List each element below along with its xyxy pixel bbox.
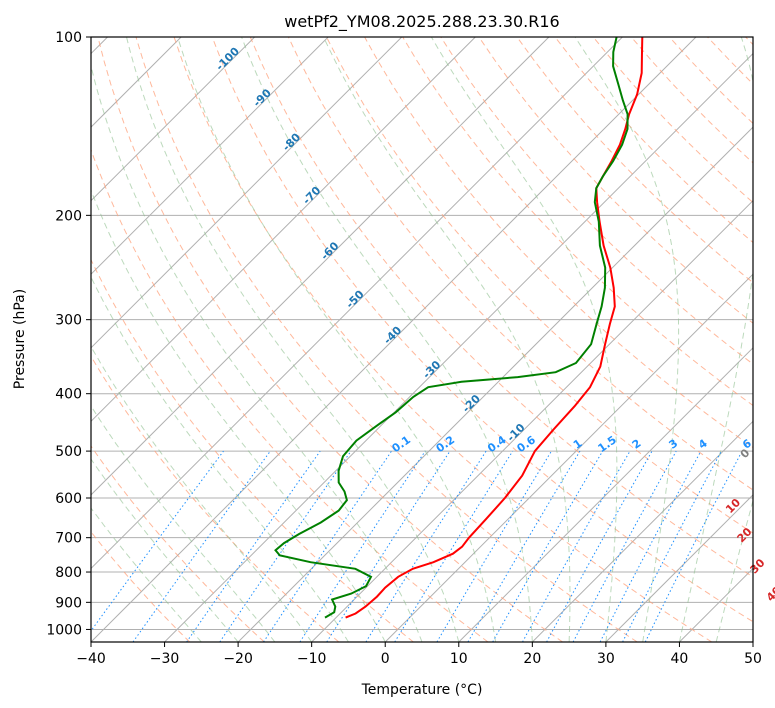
moist-adiabat-line — [177, 37, 497, 642]
background-lines — [91, 37, 753, 642]
y-tick-label: 200 — [55, 208, 82, 224]
moist-adiabat-line — [678, 37, 753, 642]
isotherm-line — [531, 420, 753, 642]
dry-adiabat-line — [91, 445, 265, 642]
x-tick-label: −20 — [223, 651, 253, 667]
mixing-ratio-line — [263, 450, 392, 642]
dry-adiabat-line — [211, 37, 753, 623]
moist-adiabat-line — [91, 188, 386, 642]
mixing-ratio-line — [219, 450, 352, 642]
dry-adiabat-line — [97, 37, 563, 642]
temperature-line — [345, 37, 644, 619]
x-tick-label: 10 — [450, 651, 468, 667]
isotherm-line — [91, 37, 550, 496]
x-tick-label: −40 — [76, 651, 106, 667]
chart-title: wetPf2_YM08.2025.288.23.30.R16 — [284, 12, 559, 32]
isotherm-line — [91, 37, 329, 275]
isotherm-line — [458, 347, 753, 642]
mixing-ratio-line — [326, 450, 451, 642]
mixing-ratio-line — [91, 450, 224, 632]
dewpoint-line — [274, 37, 629, 619]
y-tick-label: 400 — [55, 387, 82, 403]
y-tick-label: 100 — [55, 30, 82, 46]
y-axis-title: Pressure (hPa) — [12, 289, 28, 389]
plot-frame — [90, 36, 754, 643]
moist-adiabat-line — [241, 37, 533, 642]
y-tick-label: 500 — [55, 444, 82, 460]
isotherm-line — [91, 37, 403, 349]
profile-lines — [274, 37, 644, 619]
axes: −40 −30 −20 −10 0 10 20 30 40 50 100 200 300 400 500 60… — [46, 30, 762, 667]
dry-adiabat-line — [326, 37, 753, 491]
mixing-ratio-line — [394, 450, 514, 642]
mixing-ratio-line — [132, 450, 271, 642]
y-tick-label: 1000 — [46, 622, 82, 638]
moist-adiabat-line — [323, 37, 571, 642]
y-tick-label: 800 — [55, 565, 82, 581]
y-tick-label: 900 — [55, 595, 82, 611]
dry-adiabat-line — [173, 37, 713, 642]
moist-adiabat-line — [715, 498, 753, 642]
isotherm-line — [237, 126, 753, 642]
moist-adiabat-line — [91, 345, 313, 642]
moist-adiabat-line — [91, 405, 276, 642]
y-tick-label: 300 — [55, 313, 82, 329]
moist-adiabat-line — [91, 507, 202, 642]
isotherm-line — [91, 37, 476, 423]
moist-adiabat-label: 40 — [764, 584, 775, 604]
isotherm-line — [91, 37, 256, 202]
mixing-ratio-line — [644, 450, 743, 642]
x-tick-label: 20 — [523, 651, 541, 667]
isotherm-line — [384, 273, 753, 642]
x-tick-label: 40 — [671, 651, 689, 667]
mixing-ratio-line — [572, 450, 677, 642]
mixing-ratio-line — [186, 450, 321, 642]
dry-adiabat-line — [91, 258, 414, 642]
x-tick-label: −30 — [150, 651, 180, 667]
mixing-ratio-line — [299, 450, 426, 642]
x-tick-label: 50 — [744, 651, 762, 667]
x-tick-label: −10 — [297, 651, 327, 667]
mixing-ratio-line — [546, 450, 653, 642]
isotherm-line — [605, 494, 753, 642]
dry-adiabat-line — [135, 37, 638, 642]
moist-adiabat-line — [91, 458, 239, 642]
mixing-ratio-line — [522, 450, 631, 642]
dry-adiabat-line — [91, 355, 340, 642]
x-tick-label: 0 — [381, 651, 390, 667]
dry-adiabat-line — [287, 37, 753, 534]
moist-adiabat-line — [430, 37, 618, 642]
x-axis-title: Temperature (°C) — [361, 682, 483, 698]
isotherm-line — [164, 52, 753, 642]
moist-adiabat-line — [91, 64, 423, 642]
dry-adiabat-line — [249, 37, 753, 578]
moist-adiabat-line — [126, 37, 460, 642]
moist-adiabat-line — [574, 37, 680, 642]
isotherm-line — [91, 37, 623, 570]
moist-adiabat-line — [91, 275, 349, 642]
x-tick-label: 30 — [597, 651, 615, 667]
y-tick-label: 600 — [55, 491, 82, 507]
y-tick-label: 700 — [55, 531, 82, 547]
